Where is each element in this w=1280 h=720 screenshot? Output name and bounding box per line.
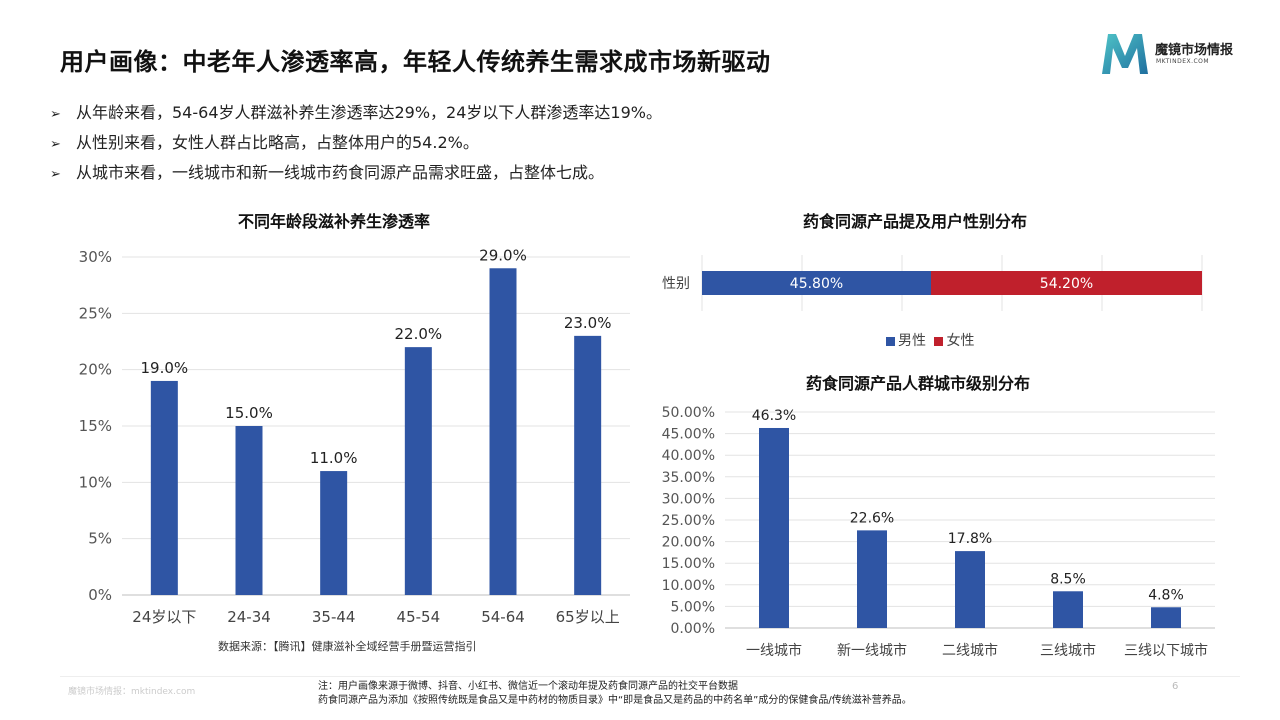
x-tick-label: 54-64: [481, 608, 525, 626]
bullet-list: ➢ 从年龄来看，54-64岁人群滋补养生渗透率达29%，24岁以下人群渗透率达19…: [50, 98, 662, 188]
bar: [404, 347, 432, 595]
footnote-line: 注：用户画像来源于微博、抖音、小红书、微信近一个滚动年提及药食同源产品的社交平台…: [318, 681, 738, 692]
bar: [955, 551, 985, 628]
arrow-bullet-icon: ➢: [50, 167, 61, 182]
y-tick-label: 0%: [88, 586, 112, 604]
bar: [857, 530, 887, 628]
data-label: 17.8%: [948, 531, 992, 547]
y-tick-label: 15.00%: [662, 556, 715, 572]
bullet-text: 从城市来看，一线城市和新一线城市药食同源产品需求旺盛，占整体七成。: [76, 163, 605, 182]
city-tier-chart: 0.00% 5.00% 10.00% 15.00% 20.00% 25.00% 30.00%…: [662, 405, 1215, 659]
x-tick-label: 一线城市: [746, 642, 802, 659]
y-tick-label: 20.00%: [662, 535, 715, 551]
legend-swatch-male: [886, 336, 895, 346]
bullet-text: 从年龄来看，54-64岁人群滋补养生渗透率达29%，24岁以下人群渗透率达19%…: [76, 103, 662, 122]
bar: [320, 471, 348, 595]
gender-legend: 男性 女性: [886, 330, 974, 350]
x-tick-label: 二线城市: [942, 642, 998, 659]
bar-segment: [931, 271, 1202, 295]
bar: [759, 427, 789, 628]
footer-brand: 魔镜市场情报：mktindex.com: [68, 687, 196, 697]
y-tick-label: 30.00%: [662, 491, 715, 507]
data-label: 22.6%: [850, 510, 894, 526]
data-label: 54.20%: [1040, 276, 1093, 292]
bullet-item: ➢ 从年龄来看，54-64岁人群滋补养生渗透率达29%，24岁以下人群渗透率达19…: [50, 98, 662, 128]
data-label: 45.80%: [790, 276, 843, 292]
legend-label-female: 女性: [946, 333, 975, 349]
arrow-bullet-icon: ➢: [50, 137, 61, 152]
age-penetration-chart: 0% 5% 10% 15% 20% 25% 30% 19.0% 24岁以下 15.0% 24-34 1…: [79, 246, 630, 626]
y-tick-label: 35.00%: [662, 470, 715, 486]
bar: [235, 426, 263, 595]
data-label: 15.0%: [225, 404, 273, 422]
data-label: 4.8%: [1148, 587, 1184, 603]
bar: [1151, 607, 1181, 628]
bar: [489, 268, 517, 595]
bar-segment: [702, 271, 931, 295]
y-tick-label: 15%: [79, 417, 112, 435]
city-chart-title: 药食同源产品人群城市级别分布: [806, 374, 1031, 393]
data-label: 8.5%: [1050, 571, 1086, 587]
x-tick-label: 新一线城市: [837, 642, 907, 659]
y-tick-label: 40.00%: [662, 448, 715, 464]
gender-distribution-chart: 性别 45.80% 54.20%: [662, 255, 1203, 311]
logo-m-icon: [1102, 34, 1148, 74]
arrow-bullet-icon: ➢: [50, 107, 61, 122]
x-tick-label: 35-44: [312, 608, 356, 626]
bar: [574, 335, 602, 595]
y-tick-label: 5.00%: [671, 599, 715, 615]
x-tick-label: 24-34: [227, 608, 271, 626]
age-chart-title: 不同年龄段滋补养生渗透率: [238, 212, 431, 231]
data-label: 23.0%: [564, 314, 612, 332]
legend-swatch-female: [934, 336, 944, 346]
footer-divider: [60, 676, 1240, 677]
y-tick-label: 25.00%: [662, 513, 715, 529]
x-tick-label: 三线以下城市: [1124, 642, 1208, 659]
footnote-line: 药食同源产品为添加《按照传统既是食品又是中药材的物质目录》中“即是食品又是药品的…: [318, 695, 912, 706]
bullet-text: 从性别来看，女性人群占比略高，占整体用户的54.2%。: [76, 133, 479, 152]
bullet-item: ➢ 从性别来看，女性人群占比略高，占整体用户的54.2%。: [50, 128, 662, 158]
y-tick-label: 45.00%: [662, 427, 715, 443]
gender-chart-title: 药食同源产品提及用户性别分布: [803, 212, 1028, 231]
page-title: 用户画像：中老年人渗透率高，年轻人传统养生需求成市场新驱动: [60, 48, 771, 76]
data-label: 46.3%: [752, 408, 796, 424]
logo-name: 魔镜市场情报: [1155, 43, 1234, 58]
data-label: 19.0%: [141, 359, 189, 377]
y-tick-label: 10%: [79, 473, 112, 491]
x-tick-label: 65岁以上: [556, 608, 620, 626]
bullet-item: ➢ 从城市来看，一线城市和新一线城市药食同源产品需求旺盛，占整体七成。: [50, 158, 662, 188]
data-label: 11.0%: [310, 449, 358, 467]
bar: [1053, 591, 1083, 628]
brand-logo: 魔镜市场情报 MKTINDEX.COM: [1098, 30, 1248, 80]
y-tick-label: 25%: [79, 304, 112, 322]
bar: [150, 380, 178, 595]
x-tick-label: 三线城市: [1040, 642, 1096, 659]
y-tick-label: 30%: [79, 248, 112, 266]
y-tick-label: 20%: [79, 361, 112, 379]
data-label: 22.0%: [395, 325, 443, 343]
x-tick-label: 45-54: [397, 608, 441, 626]
y-tick-label: 50.00%: [662, 405, 715, 421]
data-source: 数据来源：【腾讯】健康滋补全域经营手册暨运营指引: [218, 640, 477, 653]
footnote: 注：用户画像来源于微博、抖音、小红书、微信近一个滚动年提及药食同源产品的社交平台…: [318, 680, 912, 708]
y-tick-label: 5%: [88, 530, 112, 548]
y-tick-label: 性别: [662, 276, 690, 292]
y-tick-label: 10.00%: [662, 578, 715, 594]
logo-subtitle: MKTINDEX.COM: [1156, 58, 1210, 65]
page-number: 6: [1172, 681, 1179, 692]
x-tick-label: 24岁以下: [132, 608, 196, 626]
y-tick-label: 0.00%: [671, 621, 715, 637]
legend-label-male: 男性: [898, 333, 926, 349]
data-label: 29.0%: [479, 246, 527, 264]
